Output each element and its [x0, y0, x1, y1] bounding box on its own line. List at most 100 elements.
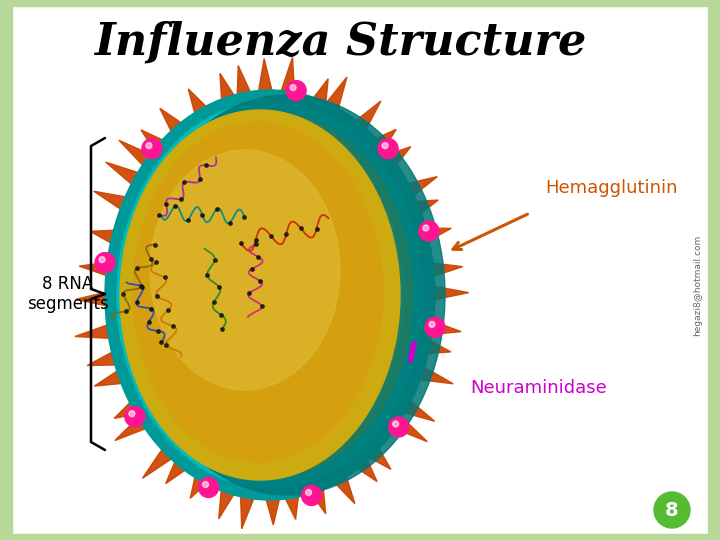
- Point: [251, 240, 262, 248]
- Circle shape: [202, 482, 209, 488]
- Point: [153, 211, 164, 220]
- Polygon shape: [388, 147, 410, 166]
- Point: [280, 230, 292, 239]
- Point: [255, 277, 266, 286]
- Point: [197, 211, 208, 219]
- Polygon shape: [240, 495, 254, 529]
- Polygon shape: [310, 487, 325, 514]
- Polygon shape: [237, 65, 251, 96]
- Point: [179, 178, 190, 187]
- Polygon shape: [393, 416, 428, 442]
- Polygon shape: [433, 286, 469, 300]
- Circle shape: [302, 485, 322, 505]
- Point: [294, 224, 306, 232]
- Circle shape: [389, 417, 409, 437]
- Polygon shape: [431, 263, 463, 276]
- Polygon shape: [190, 476, 207, 498]
- Point: [145, 254, 157, 263]
- Circle shape: [419, 221, 438, 241]
- Polygon shape: [114, 416, 147, 441]
- Ellipse shape: [155, 140, 325, 370]
- Polygon shape: [374, 129, 396, 150]
- Circle shape: [129, 411, 135, 417]
- Polygon shape: [189, 89, 207, 114]
- Ellipse shape: [133, 122, 383, 462]
- Point: [243, 289, 255, 298]
- Point: [224, 218, 235, 227]
- Point: [194, 174, 206, 183]
- Ellipse shape: [117, 102, 423, 488]
- Bar: [0, 0, 720, 6]
- Point: [216, 325, 228, 333]
- Polygon shape: [426, 340, 451, 354]
- Point: [159, 273, 171, 282]
- Polygon shape: [266, 498, 279, 525]
- Point: [161, 199, 172, 208]
- Point: [311, 225, 323, 233]
- Circle shape: [290, 85, 296, 91]
- Circle shape: [146, 143, 152, 148]
- Polygon shape: [76, 292, 107, 306]
- Point: [167, 322, 179, 330]
- Polygon shape: [403, 400, 435, 421]
- Circle shape: [125, 407, 145, 427]
- Polygon shape: [160, 108, 182, 133]
- Circle shape: [425, 318, 445, 338]
- Point: [152, 327, 163, 335]
- Circle shape: [305, 489, 312, 496]
- Point: [235, 239, 246, 247]
- Point: [161, 340, 172, 349]
- Point: [145, 305, 156, 313]
- Point: [149, 240, 161, 249]
- Circle shape: [654, 492, 690, 528]
- Point: [200, 161, 212, 170]
- Point: [131, 298, 143, 307]
- Point: [208, 298, 220, 307]
- Point: [162, 306, 174, 315]
- Point: [182, 215, 194, 224]
- Circle shape: [95, 253, 115, 273]
- Polygon shape: [415, 200, 438, 214]
- Point: [252, 252, 264, 261]
- Point: [209, 255, 220, 264]
- Polygon shape: [418, 366, 453, 384]
- Polygon shape: [75, 325, 111, 339]
- Circle shape: [286, 80, 306, 100]
- Text: Influenza Structure: Influenza Structure: [94, 21, 586, 64]
- Point: [150, 292, 162, 300]
- Point: [150, 258, 162, 267]
- Polygon shape: [143, 448, 173, 478]
- Polygon shape: [355, 101, 381, 130]
- Ellipse shape: [150, 150, 340, 390]
- Point: [135, 282, 147, 291]
- Ellipse shape: [131, 95, 445, 495]
- Point: [238, 213, 250, 221]
- Ellipse shape: [120, 110, 400, 480]
- Ellipse shape: [137, 123, 383, 457]
- Text: hegazi8@hotmail.com: hegazi8@hotmail.com: [693, 234, 703, 336]
- Bar: [0, 534, 720, 540]
- Polygon shape: [94, 370, 123, 386]
- Point: [250, 236, 261, 245]
- Polygon shape: [119, 140, 152, 166]
- Text: 8: 8: [665, 501, 679, 519]
- Polygon shape: [369, 447, 391, 469]
- Polygon shape: [166, 461, 186, 484]
- Polygon shape: [79, 262, 109, 276]
- Point: [143, 318, 154, 327]
- Circle shape: [423, 225, 429, 231]
- Point: [214, 283, 225, 292]
- Polygon shape: [312, 79, 328, 104]
- Point: [246, 265, 258, 273]
- Polygon shape: [430, 321, 461, 335]
- Polygon shape: [87, 352, 117, 366]
- Point: [117, 289, 129, 298]
- Point: [265, 231, 276, 240]
- Point: [176, 194, 187, 203]
- Point: [256, 302, 267, 310]
- Polygon shape: [281, 57, 294, 94]
- Polygon shape: [141, 130, 164, 151]
- Circle shape: [99, 256, 105, 262]
- Circle shape: [392, 421, 399, 427]
- Polygon shape: [407, 177, 437, 197]
